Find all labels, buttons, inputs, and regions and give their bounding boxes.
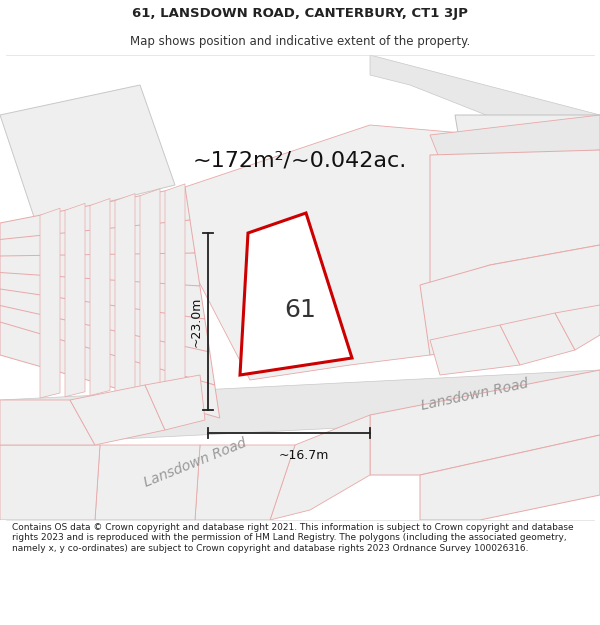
- Polygon shape: [0, 253, 200, 289]
- Text: Lansdown Road: Lansdown Road: [420, 377, 530, 413]
- Polygon shape: [0, 187, 190, 256]
- Polygon shape: [300, 135, 450, 220]
- Polygon shape: [0, 306, 215, 385]
- Polygon shape: [370, 370, 600, 475]
- Polygon shape: [40, 208, 60, 398]
- Polygon shape: [195, 445, 295, 520]
- Polygon shape: [145, 375, 205, 430]
- Polygon shape: [370, 55, 600, 160]
- Polygon shape: [0, 445, 100, 520]
- Polygon shape: [185, 125, 600, 380]
- Polygon shape: [0, 370, 600, 445]
- Polygon shape: [455, 115, 600, 150]
- Polygon shape: [420, 245, 600, 355]
- Polygon shape: [70, 385, 165, 445]
- Polygon shape: [165, 184, 185, 392]
- Polygon shape: [270, 415, 370, 520]
- Polygon shape: [420, 435, 600, 520]
- Polygon shape: [95, 445, 200, 520]
- Text: Contains OS data © Crown copyright and database right 2021. This information is : Contains OS data © Crown copyright and d…: [12, 523, 574, 553]
- Polygon shape: [140, 189, 160, 393]
- Text: ~172m²/~0.042ac.: ~172m²/~0.042ac.: [193, 150, 407, 170]
- Polygon shape: [500, 313, 575, 365]
- Polygon shape: [0, 220, 195, 272]
- Polygon shape: [65, 203, 85, 397]
- Text: 61, LANSDOWN ROAD, CANTERBURY, CT1 3JP: 61, LANSDOWN ROAD, CANTERBURY, CT1 3JP: [132, 8, 468, 20]
- Polygon shape: [0, 322, 220, 418]
- Text: Map shows position and indicative extent of the property.: Map shows position and indicative extent…: [130, 35, 470, 48]
- Text: ~16.7m: ~16.7m: [279, 449, 329, 462]
- Polygon shape: [430, 115, 600, 160]
- Text: ~23.0m: ~23.0m: [190, 296, 203, 347]
- Text: Lansdown Road: Lansdown Road: [142, 436, 248, 490]
- Polygon shape: [0, 85, 175, 220]
- Polygon shape: [0, 289, 210, 352]
- Polygon shape: [0, 272, 205, 319]
- Polygon shape: [115, 194, 135, 394]
- Polygon shape: [555, 305, 600, 350]
- Polygon shape: [430, 150, 600, 285]
- Polygon shape: [0, 400, 95, 445]
- Polygon shape: [90, 199, 110, 396]
- Text: 61: 61: [284, 298, 316, 322]
- Polygon shape: [430, 325, 520, 375]
- Polygon shape: [240, 213, 352, 375]
